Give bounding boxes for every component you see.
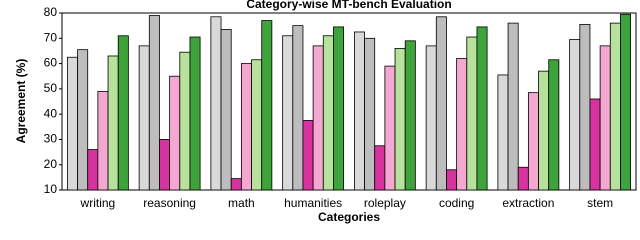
bar	[312, 45, 324, 191]
y-axis-label: Agreement (%)	[14, 59, 28, 144]
bar	[107, 55, 119, 191]
bar	[282, 35, 294, 191]
bar	[456, 58, 468, 191]
bar	[66, 56, 78, 191]
bar	[353, 31, 365, 191]
bar	[374, 145, 386, 191]
bar	[435, 16, 447, 191]
bar	[620, 13, 632, 191]
x-tick-label: writing	[80, 196, 116, 210]
y-tick-label: 10	[44, 182, 58, 196]
x-tick-label: extraction	[502, 196, 554, 210]
y-tick-label: 30	[44, 132, 58, 146]
bar	[333, 26, 345, 191]
bar	[159, 139, 171, 191]
y-tick-label: 60	[44, 56, 58, 70]
x-tick-label: coding	[439, 196, 474, 210]
x-tick-label: math	[228, 196, 255, 210]
bar	[476, 26, 488, 191]
bar	[579, 23, 591, 191]
bar	[261, 20, 273, 191]
bar	[179, 51, 191, 191]
bar	[425, 45, 437, 191]
x-tick-label: humanities	[284, 196, 342, 210]
y-tick-label: 50	[44, 81, 58, 95]
bar	[138, 45, 150, 191]
x-tick-label: stem	[587, 196, 613, 210]
bar	[220, 29, 232, 191]
chart: Category-wise MT-bench Evaluation Catego…	[14, 0, 637, 224]
bar	[87, 149, 99, 191]
bar	[589, 98, 601, 191]
bar	[548, 59, 560, 191]
y-tick-label: 70	[44, 30, 58, 44]
bar	[466, 36, 478, 191]
bar	[322, 35, 334, 191]
bar	[210, 16, 222, 191]
x-axis-label: Categories	[318, 210, 380, 224]
bar	[446, 169, 458, 191]
bar	[189, 36, 201, 191]
bar	[97, 90, 109, 191]
bar	[517, 166, 529, 191]
bar	[569, 39, 581, 191]
bar	[527, 92, 539, 191]
x-tick-label: reasoning	[143, 196, 196, 210]
bar	[240, 63, 252, 191]
y-tick-label: 80	[44, 5, 58, 19]
y-tick-label: 40	[44, 106, 58, 120]
bar	[384, 65, 396, 191]
bar	[148, 15, 160, 191]
bar	[169, 75, 181, 191]
plot-frame	[61, 12, 637, 191]
bar	[364, 37, 376, 191]
bar	[77, 49, 89, 191]
bar	[230, 178, 242, 191]
bar	[251, 59, 263, 191]
bar	[538, 70, 550, 191]
bar	[497, 74, 509, 191]
bar	[394, 48, 406, 191]
bar	[302, 120, 314, 191]
bar	[609, 22, 621, 191]
x-tick-label: roleplay	[364, 196, 406, 210]
bar	[599, 45, 611, 191]
bar	[117, 35, 129, 191]
chart-title: Category-wise MT-bench Evaluation	[246, 0, 451, 11]
y-tick-label: 20	[44, 157, 58, 171]
bar	[292, 25, 304, 191]
bar	[404, 40, 416, 191]
bar	[507, 22, 519, 191]
